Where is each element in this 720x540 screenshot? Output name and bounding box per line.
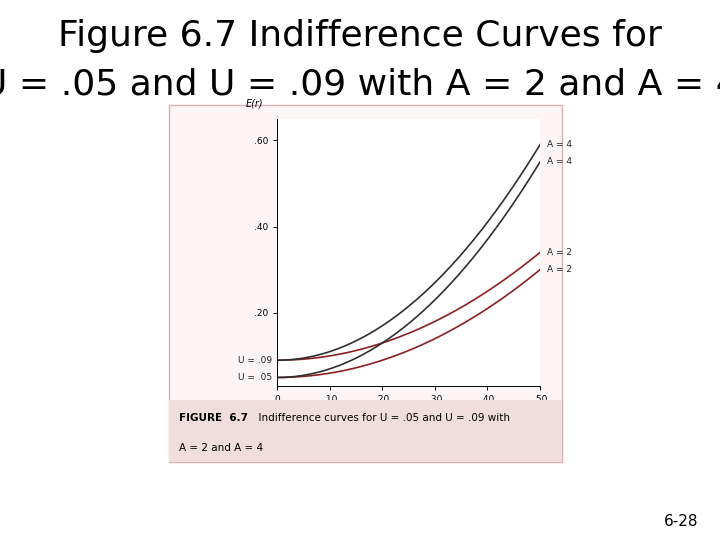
Text: Figure 6.7 Indifference Curves for: Figure 6.7 Indifference Curves for (58, 19, 662, 53)
Text: A = 2: A = 2 (547, 248, 572, 257)
Text: U = .09: U = .09 (238, 356, 272, 364)
Text: σ: σ (545, 405, 552, 415)
Text: Indifference curves for U = .05 and U = .09 with: Indifference curves for U = .05 and U = … (252, 413, 510, 423)
Text: FIGURE  6.7: FIGURE 6.7 (179, 413, 248, 423)
Text: U = .05 and U = .09 with A = 2 and A = 4: U = .05 and U = .09 with A = 2 and A = 4 (0, 68, 720, 102)
Text: A = 2 and A = 4: A = 2 and A = 4 (179, 443, 263, 453)
Text: A = 4: A = 4 (547, 158, 572, 166)
Text: U = .05: U = .05 (238, 373, 272, 382)
Text: A = 2: A = 2 (547, 265, 572, 274)
Text: E(r): E(r) (246, 98, 264, 108)
Text: 6-28: 6-28 (664, 514, 698, 529)
Text: A = 4: A = 4 (547, 140, 572, 149)
